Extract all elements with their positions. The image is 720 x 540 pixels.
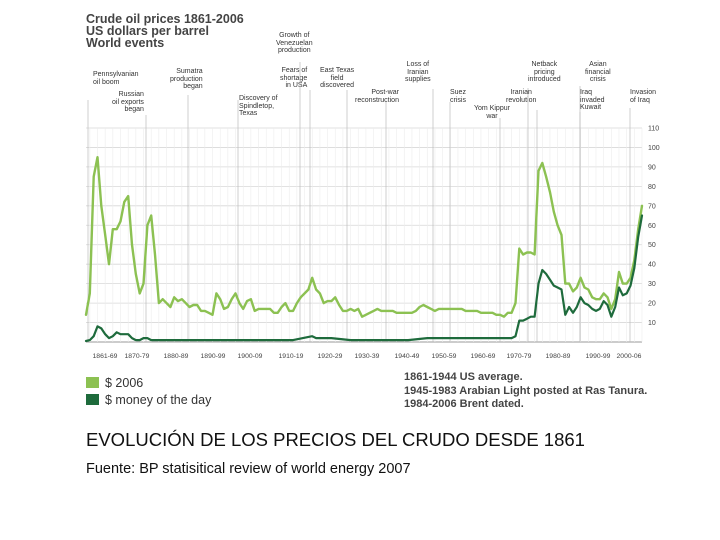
x-tick-label: 1970-79 [507,353,532,360]
x-tick-label: 1880-89 [164,353,189,360]
event-markers [87,62,631,342]
legend-swatch-money-of-day [86,394,99,405]
event-spindletop: Discovery of Spindletop, Texas [239,95,278,118]
x-tick-label: 2000-06 [617,353,642,360]
y-tick-label: 70 [648,203,656,210]
series-line-money-of-day [84,214,644,343]
event-yom-kippur: Yom Kippur war [474,105,510,120]
slide-source: Fuente: BP statisitical review of world … [86,461,411,477]
event-russian: Russian oil exports began [112,91,144,114]
x-tick-label: 1990-99 [586,353,611,360]
subtitle-line: US dollars per barrel [86,24,209,38]
event-east-texas: East Texas field discovered [320,67,355,90]
y-tick-label: 40 [648,262,656,269]
legend-label-2006: $ 2006 [105,375,144,390]
event-venezuela: Growth of Venezuelan production [276,32,313,55]
chart-title: Crude oil prices 1861-2006 US dollars pe… [86,12,244,50]
y-tick-label: 100 [648,145,660,152]
y-axis-ticks: 10 20 30 40 50 60 70 80 90 100 110 [648,126,660,328]
event-sumatra: Sumatra production began [170,68,203,91]
x-tick-label: 1980-89 [546,353,571,360]
x-tick-label: 1900-09 [238,353,263,360]
event-iraq-kuwait: Iraq invaded Kuwait [580,89,605,112]
x-tick-label: 1861-69 [93,353,118,360]
x-tick-label: 1910-19 [279,353,304,360]
y-tick-label: 50 [648,242,656,249]
event-iranian-supplies: Loss of Iranian supplies [405,61,431,84]
slide-caption: EVOLUCIÓN DE LOS PRECIOS DEL CRUDO DESDE… [86,429,585,450]
chart-series [84,155,644,343]
x-tick-label: 1940-49 [395,353,420,360]
x-tick-label: 1960-69 [471,353,496,360]
y-tick-label: 90 [648,164,656,171]
y-tick-label: 60 [648,223,656,230]
events-heading: World events [86,36,165,50]
event-netback: Netback pricing introduced [528,61,561,84]
y-tick-label: 20 [648,301,656,308]
legend-item-2006: $ 2006 [86,374,211,391]
event-invasion-iraq: Invasion of Iraq [630,89,657,104]
y-tick-label: 110 [648,126,659,133]
series-line-2006 [84,155,644,318]
data-source-note: 1861-1944 US average. 1945-1983 Arabian … [404,371,647,412]
note-line: 1984-2006 Brent dated. [404,398,524,410]
x-tick-label: 1950-59 [432,353,457,360]
x-tick-label: 1890-99 [201,353,226,360]
event-asian-crisis: Asian financial crisis [585,61,611,84]
x-axis-ticks: 1861-69 1870-79 1880-89 1890-99 1900-09 1910-… [93,353,642,360]
legend-label-money-of-day: $ money of the day [105,392,212,407]
chart-legend: $ 2006 $ money of the day [86,374,211,408]
note-line: 1945-1983 Arabian Light posted at Ras Ta… [404,384,648,397]
y-tick-label: 10 [648,320,656,327]
x-tick-label: 1870-79 [125,353,150,360]
y-tick-label: 80 [648,184,656,191]
y-tick-label: 30 [648,281,656,288]
event-iranian-revolution: Iranian revolution [506,89,537,104]
event-post-war: Post-war reconstruction [355,89,399,104]
title-line: Crude oil prices 1861-2006 [86,12,244,26]
legend-item-money-of-day: $ money of the day [86,391,211,408]
chart-grid [86,127,643,343]
event-pennsylvanian: Pennsylvanian oil boom [93,71,139,86]
note-line: 1861-1944 US average. [404,371,523,383]
x-tick-label: 1920-29 [318,353,343,360]
event-suez: Suez crisis [450,89,466,104]
legend-swatch-2006 [86,377,99,388]
x-tick-label: 1930-39 [355,353,380,360]
